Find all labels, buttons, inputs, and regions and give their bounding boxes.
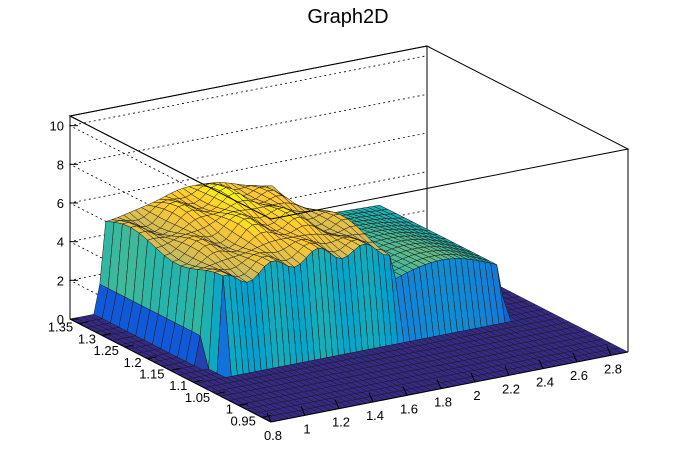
x-tick [470,372,476,383]
y-tick-label: 1.3 [78,331,96,346]
x-axis-line [270,351,629,423]
y-tick-label: 1.35 [48,320,73,335]
y-tick [79,321,89,325]
x-tick-label: 2 [473,388,480,403]
x-tick-label: 2.2 [502,381,520,396]
z-tick-label: 6 [57,196,64,211]
x-tick-label: 1.2 [332,415,350,430]
x-tick-label: 1.8 [434,395,452,410]
x-tick [572,352,578,363]
y-tick [216,391,226,395]
x-tick [368,392,374,403]
y-tick-label: 1.25 [94,343,119,358]
x-tick [538,359,544,369]
box-top [68,45,630,220]
y-tick [170,368,180,371]
x-tick [300,406,306,416]
y-tick-label: 1.1 [169,378,187,393]
x-tick [334,399,340,409]
x-tick-label: 2.8 [604,361,622,376]
y-tick [147,356,157,360]
y-tick [238,403,249,407]
z-tick-label: 0 [57,312,64,327]
x-tick-label: 2.6 [570,368,588,383]
x-tick-label: 0.8 [264,428,282,443]
x-tick [504,366,510,376]
y-tick [124,344,134,348]
x-tick [402,386,408,396]
x-axis: 0.8 1 1.2 1.4 1.6 1.8 2 2.2 2.4 2.6 2.8 [264,346,622,443]
x-tick-label: 1 [303,421,310,436]
y-tick [101,332,112,336]
x-tick-label: 1.6 [400,401,418,416]
x-tick [266,412,272,423]
z-axis: 0 2 4 6 8 10 [50,116,78,327]
y-axis: 0.951 1.051.1 1.151.2 1.251.3 1.35 [48,320,271,428]
x-tick-label: 1.4 [366,408,384,423]
y-tick-label: 1.05 [185,390,210,405]
y-tick [193,379,203,383]
y-tick-label: 1.15 [139,367,164,382]
y-tick-label: 1 [226,402,233,417]
z-tick-label: 4 [57,235,64,250]
surface-mesh [69,182,629,423]
z-tick-label: 10 [50,119,64,134]
x-tick [606,346,612,356]
y-tick-label: 0.95 [231,413,256,428]
chart-title: Graph2D [307,6,388,28]
z-tick-label: 2 [57,273,64,288]
x-tick-label: 2.4 [536,375,554,390]
y-tick-label: 1.2 [124,355,142,370]
x-tick [436,379,442,389]
y-tick [261,414,271,418]
z-tick-label: 8 [57,157,64,172]
